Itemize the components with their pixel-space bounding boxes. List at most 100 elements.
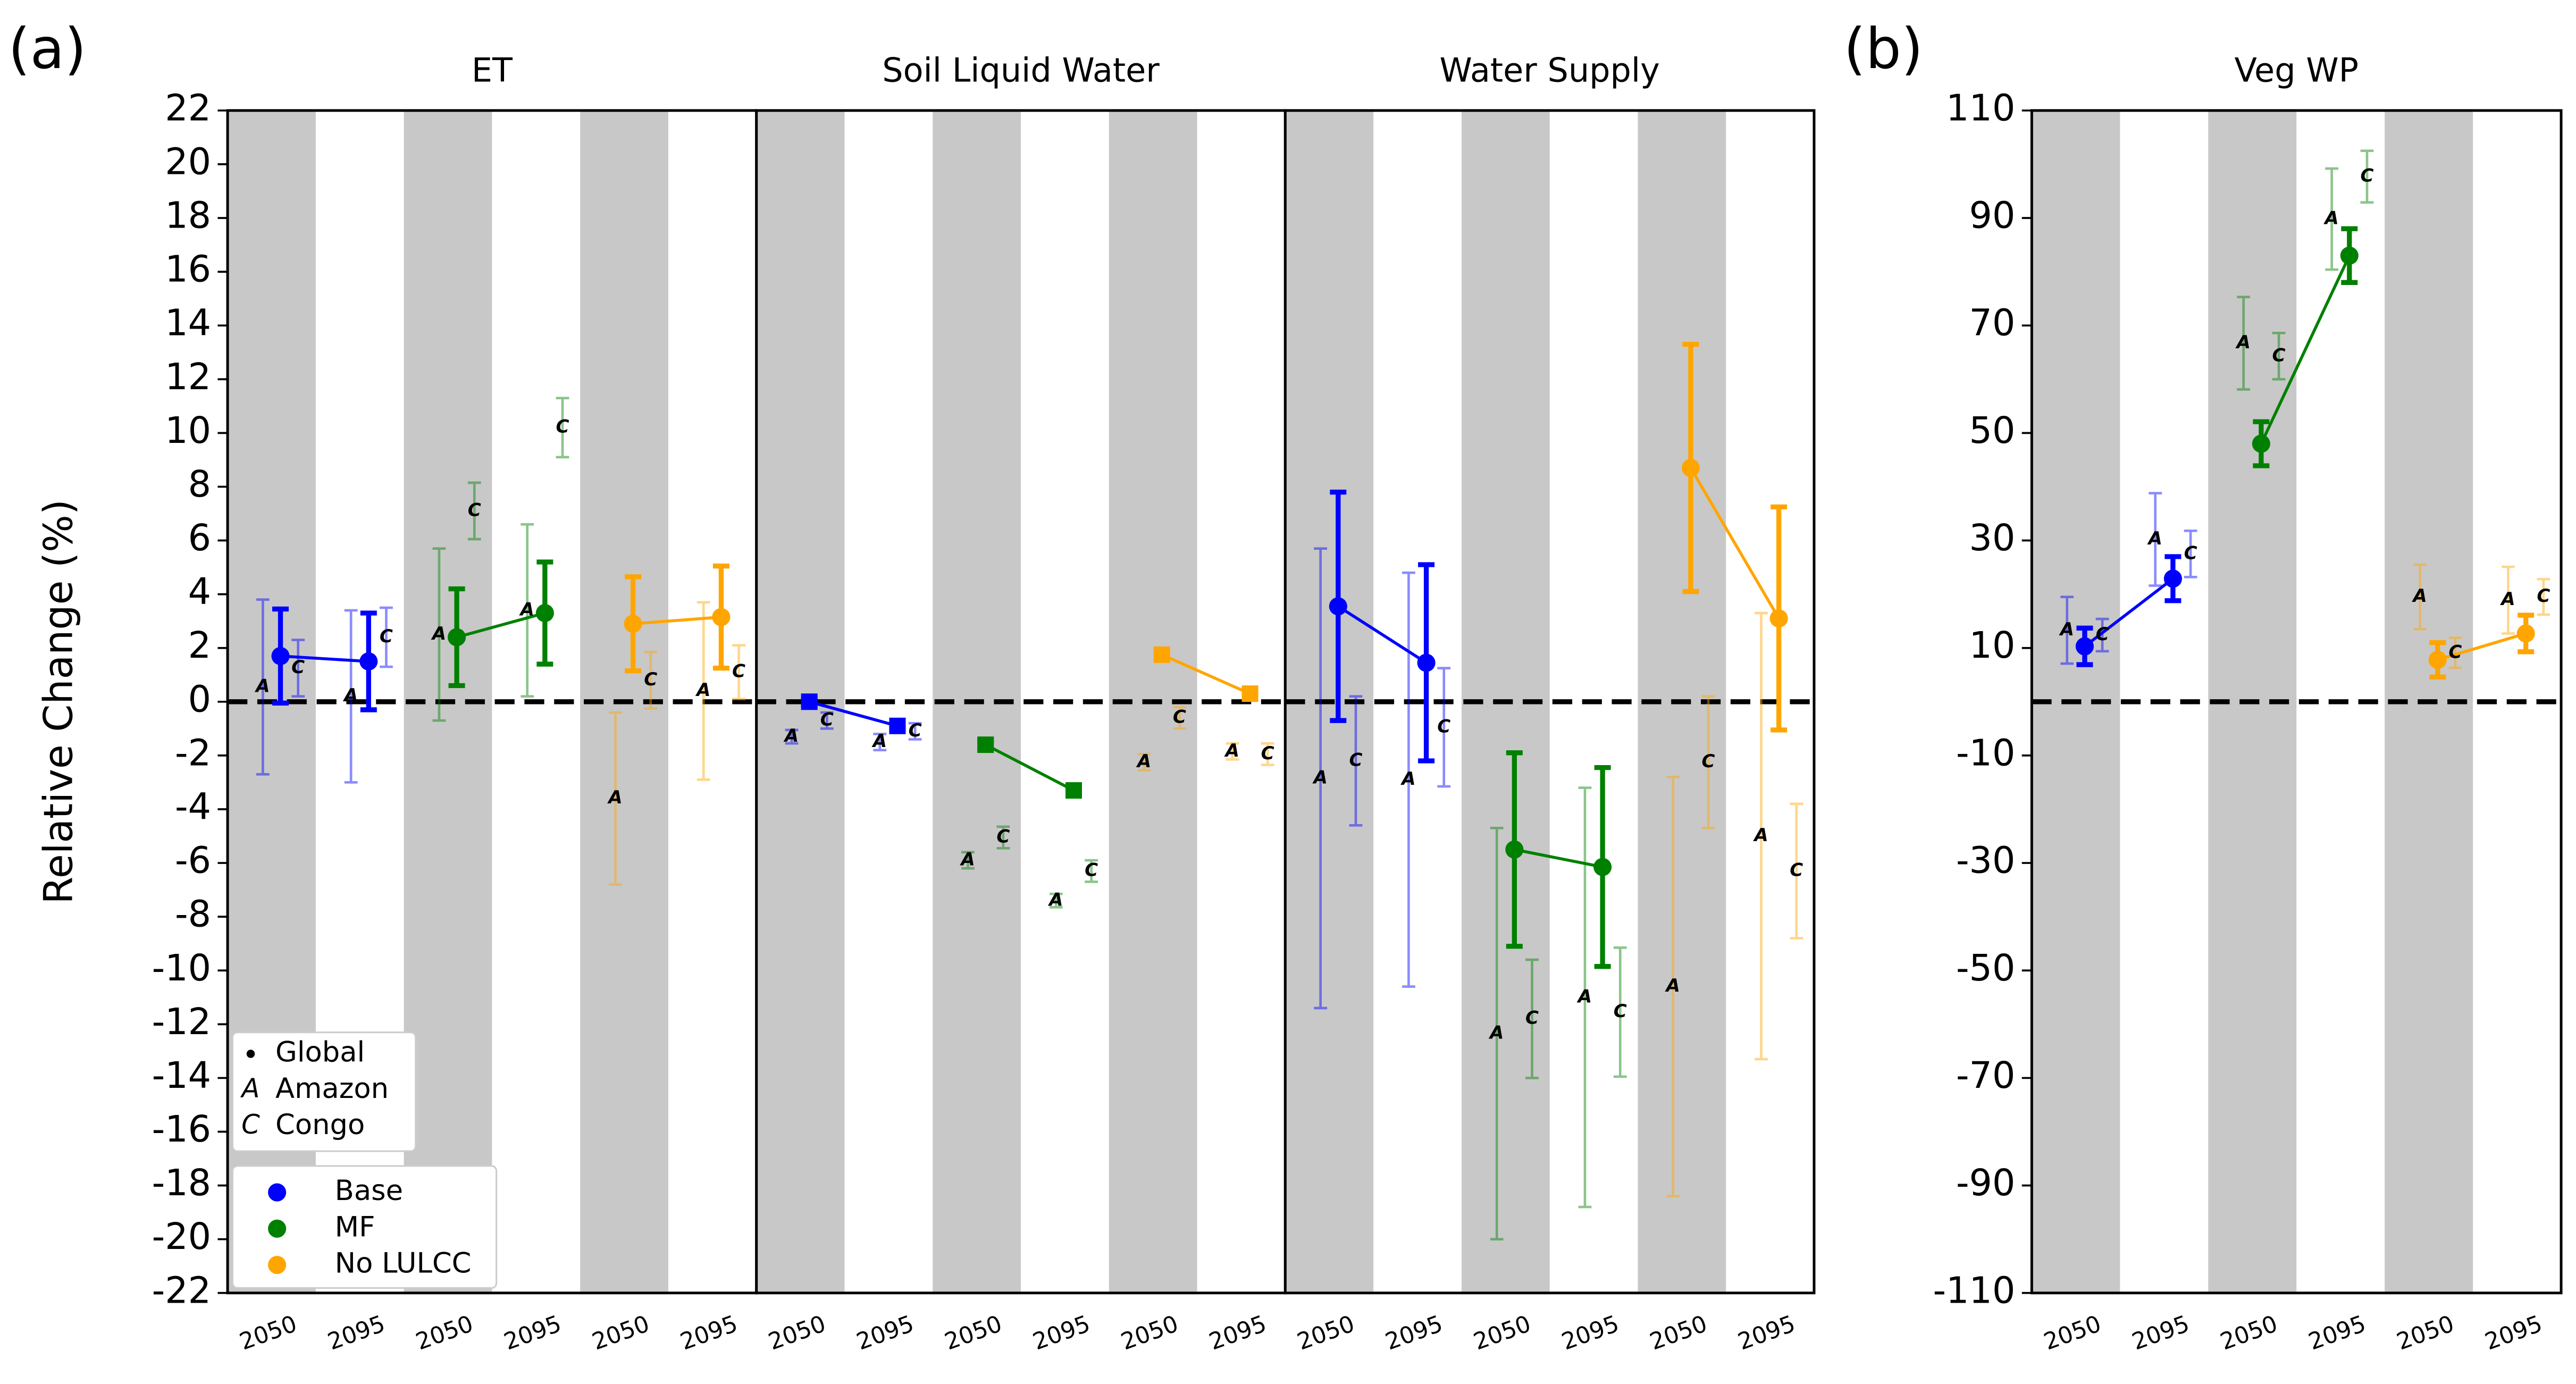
amazon-error-bar xyxy=(1490,827,1504,1241)
global-line xyxy=(2437,632,2527,661)
global-line xyxy=(280,655,369,663)
amazon-marker: A xyxy=(2411,585,2427,607)
y-tick-label: 90 xyxy=(1969,195,2016,237)
amazon-error-bar xyxy=(1402,571,1415,988)
y-tick-label: -110 xyxy=(1933,1270,2016,1312)
amazon-error-bar xyxy=(2060,595,2074,665)
y-tick-label: 22 xyxy=(165,87,211,129)
global-marker xyxy=(977,736,994,753)
global-marker xyxy=(2075,637,2094,656)
amazon-marker: A xyxy=(959,849,975,870)
congo-error-bar xyxy=(1701,695,1715,829)
amazon-marker: A xyxy=(607,787,622,808)
y-axis-label: Relative Change (%) xyxy=(35,499,81,904)
global-line xyxy=(1161,653,1251,695)
amazon-marker: A xyxy=(1136,751,1151,772)
series-legend-marker xyxy=(268,1183,287,1202)
amazon-error-bar xyxy=(2325,167,2339,271)
panel-title: Water Supply xyxy=(1439,51,1659,90)
congo-marker: C xyxy=(2096,624,2109,645)
y-tick-label: -30 xyxy=(1956,840,2015,882)
y-tick-label: 30 xyxy=(1969,517,2016,559)
y-tick-label: 70 xyxy=(1969,303,2016,345)
amazon-marker: A xyxy=(2323,208,2338,229)
congo-error-bar xyxy=(1261,742,1274,766)
global-marker xyxy=(2340,246,2359,265)
global-marker xyxy=(1681,459,1700,477)
congo-error-bar xyxy=(2095,617,2109,653)
amazon-error-bar xyxy=(521,523,534,698)
global-line xyxy=(1514,848,1603,869)
amazon-marker: A xyxy=(1752,825,1768,846)
marker-legend-label: Congo xyxy=(275,1109,365,1141)
y-tick-label: 10 xyxy=(1969,625,2016,667)
global-marker xyxy=(1593,858,1612,876)
y-tick-label: -2 xyxy=(175,732,211,774)
congo-error-bar xyxy=(644,650,658,710)
congo-error-bar xyxy=(1349,695,1363,827)
congo-error-bar xyxy=(1613,946,1627,1078)
y-tick-label: 10 xyxy=(165,410,211,452)
amazon-error-bar xyxy=(432,547,446,722)
congo-marker: C xyxy=(2537,585,2550,607)
y-tick-label: 4 xyxy=(188,571,211,613)
panel-title: Soil Liquid Water xyxy=(882,51,1160,90)
congo-marker: C xyxy=(909,720,922,741)
marker-legend-symbol: C xyxy=(241,1109,260,1140)
global-marker xyxy=(1417,653,1436,672)
series-legend-box xyxy=(231,1165,498,1289)
global-marker xyxy=(2163,569,2182,588)
amazon-error-bar xyxy=(2237,296,2251,391)
amazon-marker: A xyxy=(2499,589,2515,610)
global-marker xyxy=(1505,840,1524,859)
congo-marker: C xyxy=(1525,1008,1539,1029)
congo-marker: C xyxy=(644,669,657,690)
congo-marker: C xyxy=(468,499,481,521)
amazon-error-bar xyxy=(697,601,710,781)
y-tick-label: -70 xyxy=(1956,1055,2015,1097)
congo-error-bar xyxy=(1437,667,1451,788)
amazon-error-bar xyxy=(256,598,270,776)
global-marker xyxy=(712,608,731,626)
y-tick-label: -10 xyxy=(1956,732,2015,774)
congo-marker: C xyxy=(2184,542,2197,564)
amazon-marker: A xyxy=(695,680,710,701)
global-marker xyxy=(1241,685,1258,702)
y-tick-label: 12 xyxy=(165,356,211,398)
y-tick-label: 6 xyxy=(188,517,211,559)
amazon-error-bar xyxy=(1049,892,1063,909)
marker-legend-symbol: A xyxy=(240,1073,260,1104)
y-tick-label: -10 xyxy=(152,947,211,989)
congo-marker: C xyxy=(1349,749,1362,770)
y-tick-label: -90 xyxy=(1956,1162,2015,1204)
y-tick-label: -4 xyxy=(175,786,211,828)
global-marker xyxy=(271,647,290,665)
congo-error-bar xyxy=(380,606,393,668)
amazon-error-bar xyxy=(2413,563,2427,631)
amazon-error-bar xyxy=(1666,775,1680,1198)
congo-error-bar xyxy=(1790,802,1803,940)
amazon-error-bar xyxy=(1578,786,1592,1209)
congo-error-bar xyxy=(996,825,1010,850)
series-legend-label: MF xyxy=(335,1211,375,1243)
congo-error-bar xyxy=(467,481,481,541)
global-marker xyxy=(359,652,378,671)
congo-marker: C xyxy=(1790,860,1803,881)
congo-error-bar xyxy=(908,722,922,741)
y-tick-label: -22 xyxy=(152,1270,211,1312)
panel-label: (b) xyxy=(1844,16,1923,81)
global-line xyxy=(456,611,546,639)
marker-legend-label: Amazon xyxy=(275,1072,389,1105)
congo-marker: C xyxy=(291,657,305,678)
congo-marker: C xyxy=(732,661,745,682)
global-line xyxy=(633,615,721,626)
amazon-marker: A xyxy=(342,685,358,706)
amazon-error-bar xyxy=(1226,742,1239,761)
congo-error-bar xyxy=(2537,577,2550,616)
global-line xyxy=(1337,605,1428,664)
y-tick-label: -8 xyxy=(175,894,211,936)
global-marker xyxy=(801,693,818,710)
congo-marker: C xyxy=(1085,860,1098,881)
